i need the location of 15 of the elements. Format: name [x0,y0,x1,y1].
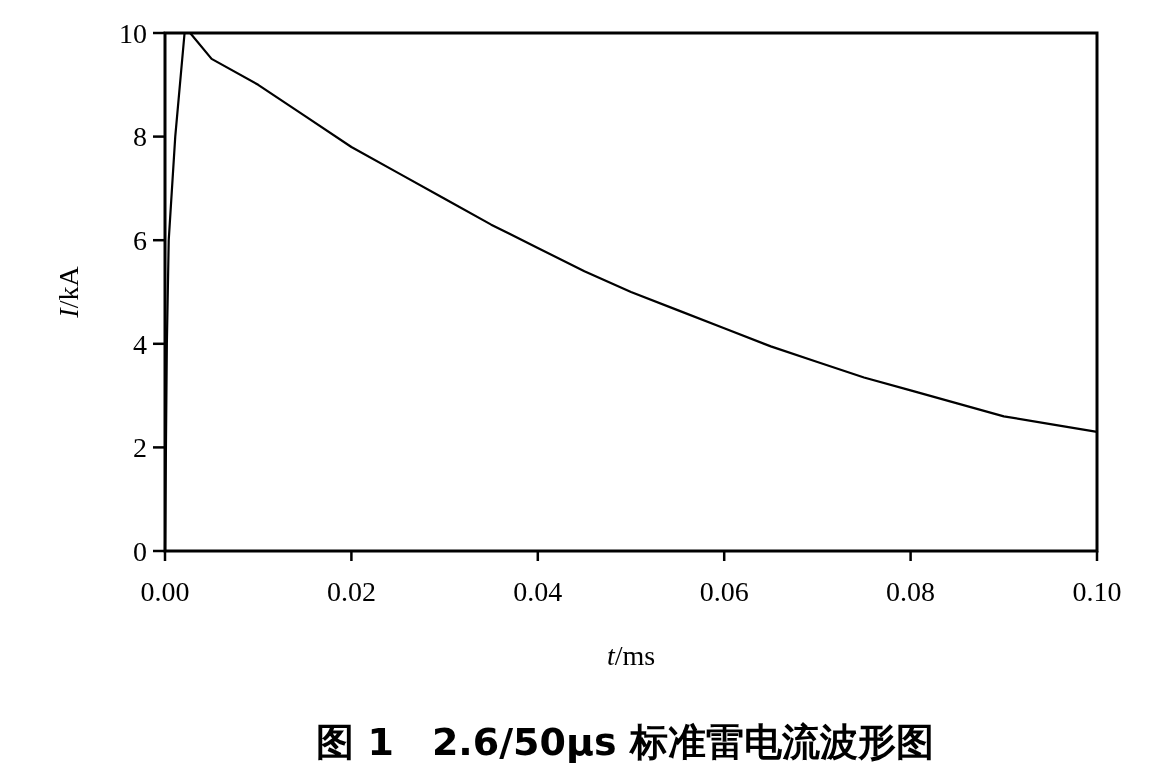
y-axis-title: I/kA [53,265,84,319]
x-axis-title: t/ms [606,640,656,671]
y-tick-label: 4 [133,328,147,360]
x-tick-label: 0.10 [1072,576,1122,607]
x-tick-label: 0.00 [140,576,190,607]
x-tick-label: 0.02 [326,576,376,607]
y-tick-label: 6 [133,225,147,256]
x-tick-label: 0.06 [699,576,749,607]
text: 图 1 2.6/50μs 标准雷电流波形图 [316,720,934,764]
x-tick-label: 0.08 [886,576,936,607]
y-tick-label: 2 [133,432,147,464]
y-tick-label: 0 [133,535,147,567]
x-tick-label: 0.04 [513,576,563,607]
y-tick-label: 8 [133,121,147,153]
y-tick-label: 10 [119,17,147,49]
